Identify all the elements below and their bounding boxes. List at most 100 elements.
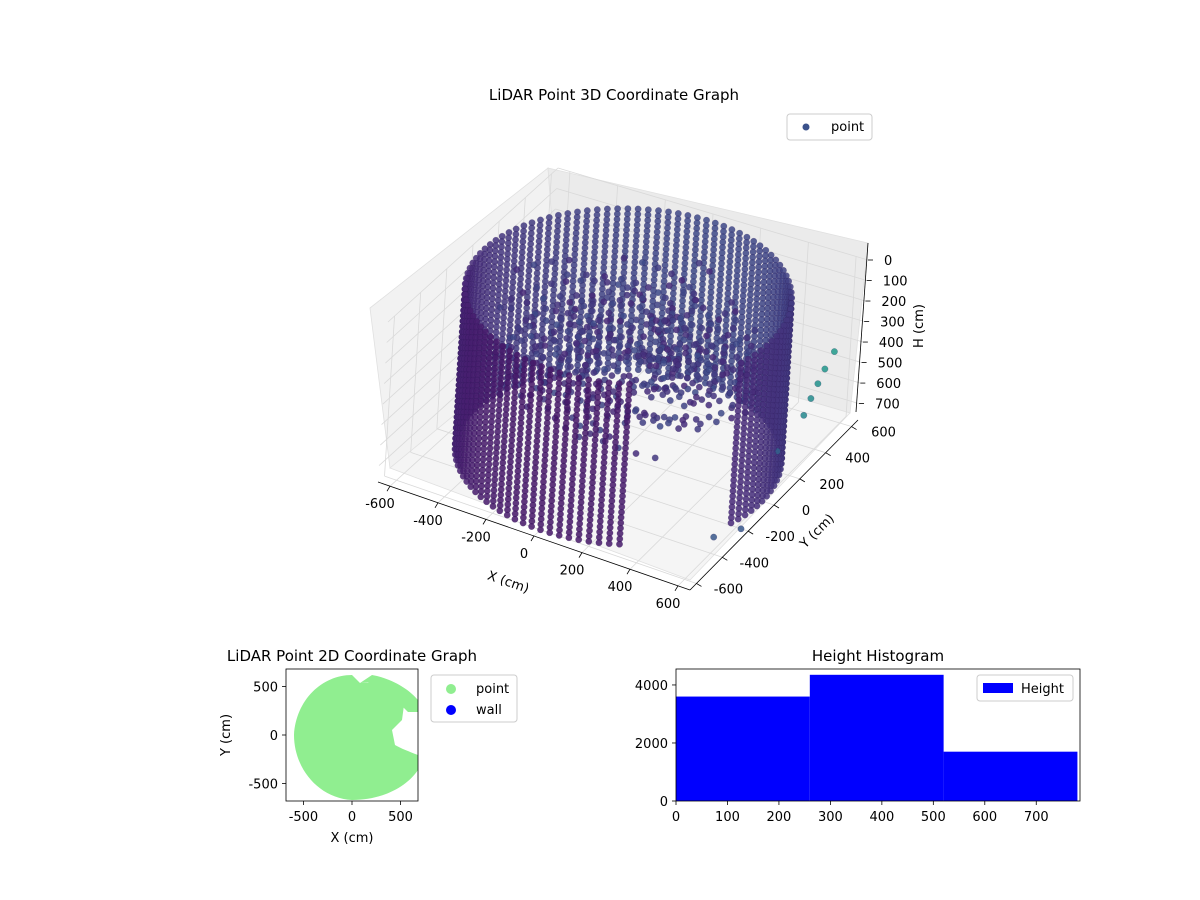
data-point xyxy=(706,387,713,395)
data-point xyxy=(751,326,759,334)
legend-label-point: point xyxy=(831,120,864,135)
data-point xyxy=(592,347,600,355)
data-point xyxy=(638,382,646,389)
data-point xyxy=(553,321,561,329)
z-axis-label: H (cm) xyxy=(912,304,927,348)
data-point xyxy=(624,284,631,291)
x-tick-label: 400 xyxy=(608,580,633,595)
y-tick-mark xyxy=(825,452,831,457)
data-point xyxy=(564,327,572,335)
data-point xyxy=(539,295,547,303)
data-point xyxy=(580,302,588,310)
data-point xyxy=(583,323,591,331)
z-tick-label: 100 xyxy=(883,275,908,290)
data-point xyxy=(724,331,732,339)
data-point xyxy=(745,347,753,355)
x-tick-label: 400 xyxy=(869,810,894,825)
data-point xyxy=(688,307,696,315)
data-point xyxy=(583,271,590,279)
legend-label-height: Height xyxy=(1021,682,1064,697)
data-point xyxy=(518,337,525,344)
data-point xyxy=(631,287,639,295)
data-point xyxy=(550,336,558,344)
data-point xyxy=(669,365,677,373)
data-point xyxy=(608,346,616,353)
data-point xyxy=(632,316,640,324)
data-point xyxy=(582,361,589,369)
data-point xyxy=(694,372,701,380)
data-point xyxy=(530,261,538,269)
y-tick-label: 500 xyxy=(253,680,278,695)
data-point xyxy=(680,402,688,410)
data-point xyxy=(680,420,688,428)
data-point xyxy=(741,511,749,519)
data-point xyxy=(610,336,618,344)
data-point xyxy=(690,290,698,298)
data-point xyxy=(513,266,521,273)
data-point xyxy=(692,296,700,304)
data-point xyxy=(605,309,613,317)
x-tick-mark xyxy=(434,502,439,508)
data-point xyxy=(642,411,649,419)
data-point xyxy=(732,308,739,315)
z-tick-label: 400 xyxy=(879,336,904,351)
data-point xyxy=(699,304,707,312)
data-point xyxy=(695,383,703,391)
data-point xyxy=(593,353,600,361)
chart-2d-title: LiDAR Point 2D Coordinate Graph xyxy=(227,647,477,665)
data-point xyxy=(623,291,631,299)
data-point xyxy=(681,324,689,332)
data-point xyxy=(616,296,624,304)
data-point xyxy=(665,282,673,290)
x-axis-label-2d: X (cm) xyxy=(331,831,374,846)
data-point xyxy=(617,302,624,310)
data-point xyxy=(694,425,702,433)
data-point xyxy=(614,281,622,288)
data-point xyxy=(710,392,717,400)
data-point xyxy=(654,264,662,272)
data-point xyxy=(646,356,654,364)
y-tick-label: 0 xyxy=(660,795,668,810)
data-point xyxy=(688,321,696,329)
data-point xyxy=(706,380,714,388)
data-point xyxy=(729,401,737,409)
data-point xyxy=(546,529,554,537)
data-point xyxy=(719,371,726,379)
data-point xyxy=(532,343,539,350)
data-point xyxy=(821,365,829,373)
data-point xyxy=(656,422,664,430)
data-point xyxy=(710,533,718,541)
data-point xyxy=(644,284,652,291)
data-point xyxy=(581,337,589,345)
data-point xyxy=(717,409,725,417)
x-tick-mark xyxy=(386,485,391,492)
y-tick-mark xyxy=(722,556,728,561)
data-point xyxy=(719,383,727,391)
data-point xyxy=(528,523,535,530)
z-tick-label: 0 xyxy=(884,254,892,269)
data-point xyxy=(566,345,574,352)
x-tick-label: -400 xyxy=(413,514,443,529)
data-point xyxy=(563,271,571,279)
data-point xyxy=(650,417,657,424)
y-tick-label: 400 xyxy=(845,452,870,467)
x-tick-label: 500 xyxy=(388,810,413,825)
data-point xyxy=(578,328,586,335)
data-point xyxy=(566,298,574,306)
data-point xyxy=(575,318,583,326)
data-point xyxy=(620,254,628,262)
data-point xyxy=(706,267,713,275)
legend-label-point-2d: point xyxy=(476,682,509,697)
data-point xyxy=(620,312,627,320)
data-point xyxy=(600,298,608,306)
y-tick-label: 200 xyxy=(819,478,844,493)
data-point xyxy=(698,324,706,332)
data-point xyxy=(654,289,662,296)
data-point xyxy=(589,300,597,308)
data-point xyxy=(720,345,728,353)
legend-marker-wall-2d xyxy=(446,705,456,715)
data-point xyxy=(634,366,642,374)
point-cloud xyxy=(451,205,838,548)
data-point xyxy=(609,351,617,359)
data-point xyxy=(719,358,727,365)
